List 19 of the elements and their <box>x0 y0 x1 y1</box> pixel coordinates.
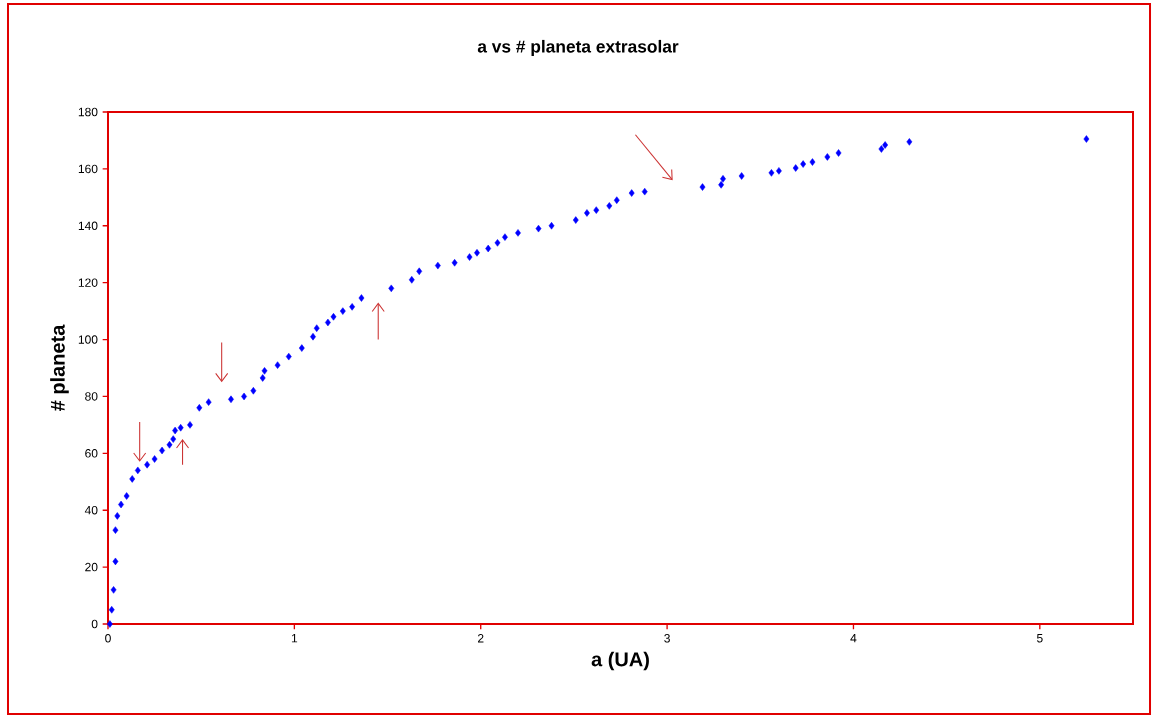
y-tick-label: 80 <box>85 392 98 401</box>
x-tick-label: 0 <box>105 634 111 643</box>
x-tick-label: 5 <box>1036 634 1043 643</box>
x-tick-label: 2 <box>478 634 484 643</box>
x-axis-title: a (UA) <box>591 651 649 671</box>
x-tick-label: 3 <box>664 634 670 643</box>
y-tick-label: 0 <box>91 619 98 629</box>
y-tick-label: 140 <box>78 221 98 231</box>
y-axis-title: # planeta <box>50 324 69 412</box>
y-tick-label: 40 <box>84 505 98 515</box>
y-tick-label: 160 <box>78 164 98 174</box>
y-tick-label: 100 <box>78 335 98 344</box>
y-tick-label: 60 <box>85 449 98 458</box>
y-tick-label: 180 <box>78 107 98 117</box>
x-tick-label: 4 <box>850 634 857 643</box>
y-tick-label: 20 <box>85 562 98 572</box>
y-tick-label: 120 <box>78 278 98 287</box>
x-tick-label: 1 <box>291 634 298 643</box>
chart-title: a vs # planeta extrasolar <box>477 39 679 57</box>
